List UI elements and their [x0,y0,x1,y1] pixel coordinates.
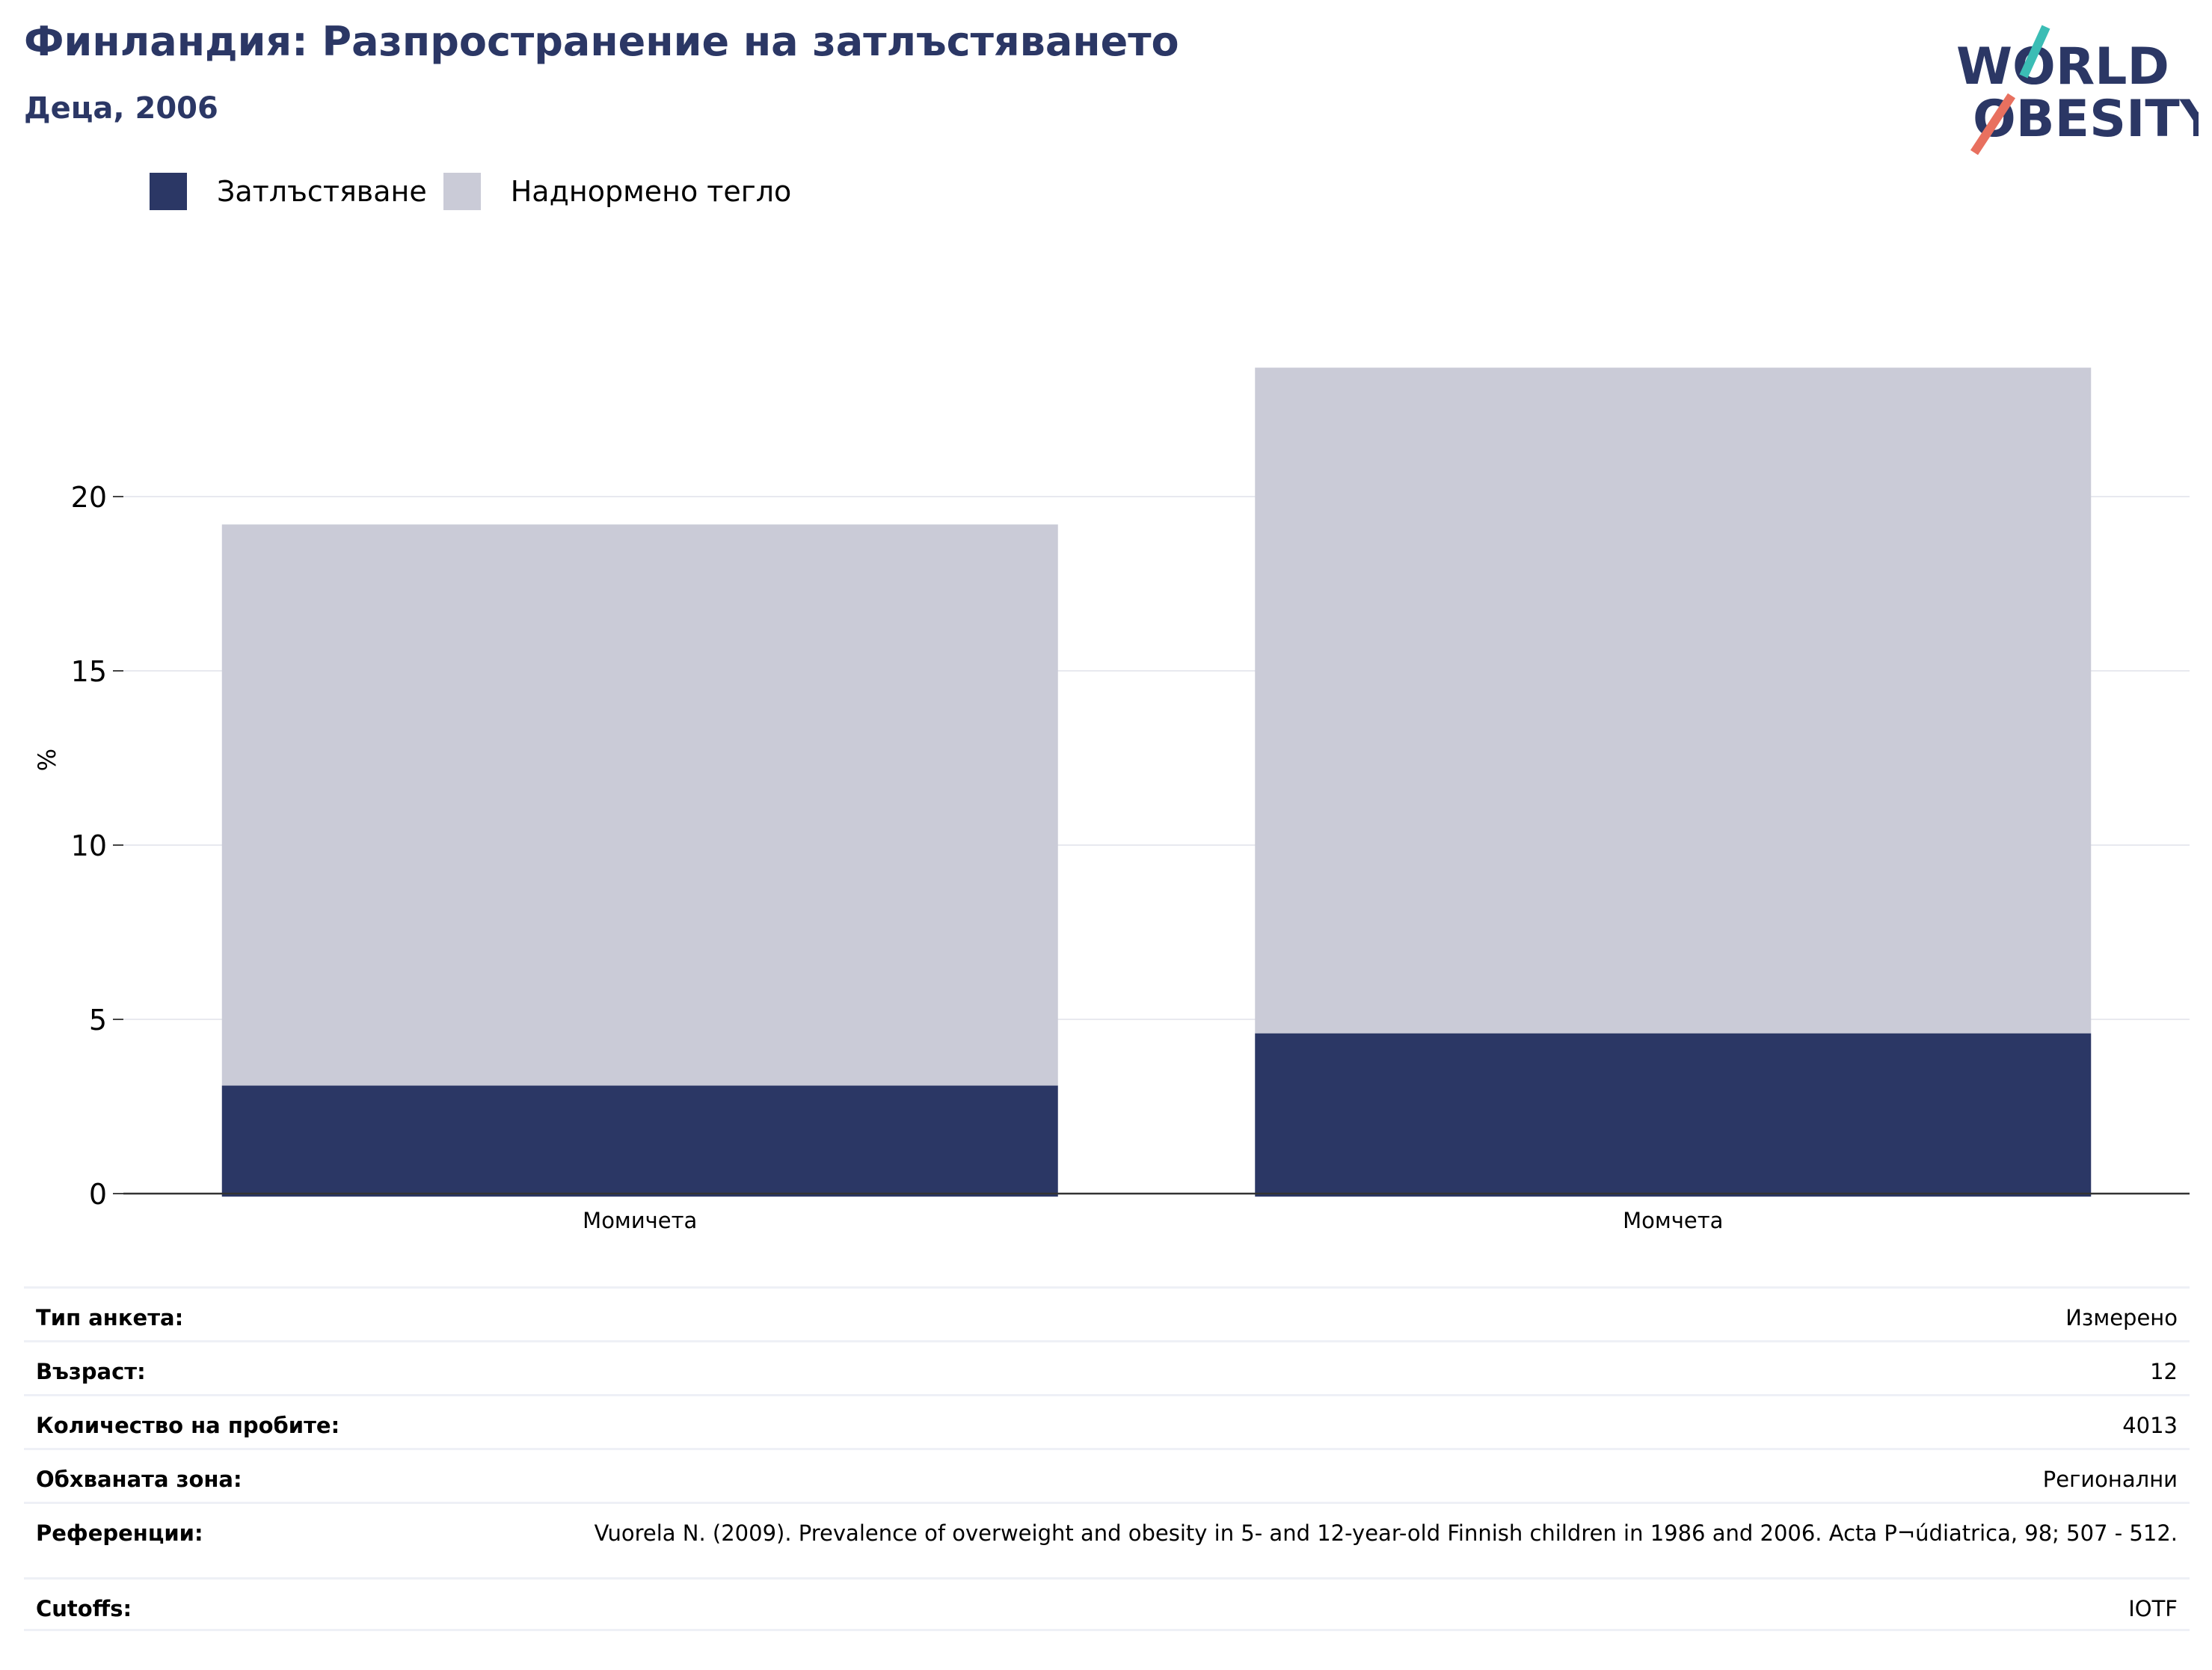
legend-swatch-obesity [150,173,187,210]
y-tick-label-5: 5 [89,1004,107,1037]
legend-label-overweight: Наднормено тегло [510,175,792,208]
legend-swatch-overweight [443,173,481,210]
y-axis-label: % [33,749,61,771]
info-value-area: Регионални [2042,1467,2178,1492]
legend-item-overweight: Наднормено тегло [443,173,792,210]
info-row-references: Референции: Vuorela N. (2009). Prevalenc… [24,1502,2190,1577]
info-value-age: 12 [2150,1359,2178,1384]
legend-label-obesity: Затлъстяване [217,175,427,208]
logo-red-slash [1970,93,2016,156]
survey-info-table: Тип анкета: Измерено Възраст: 12 Количес… [24,1286,2190,1631]
logo-teal-slash [2019,25,2050,79]
info-row-survey-type: Тип анкета: Измерено [24,1286,2190,1340]
x-tick-label-0: Момичета [583,1208,697,1233]
y-tick-label-15: 15 [71,655,107,688]
legend-item-obesity: Затлъстяване [150,173,427,210]
info-label-area: Обхваната зона: [36,1467,242,1492]
logo-text-world: WORLD [1956,37,2169,96]
chart-subtitle: Деца, 2006 [24,91,218,126]
world-obesity-logo: WORLD OBESITY [1956,25,2199,156]
info-row-sample-size: Количество на пробите: 4013 [24,1394,2190,1448]
info-label-cutoffs: Cutoffs: [36,1596,132,1621]
info-row-age: Възраст: 12 [24,1340,2190,1394]
info-label-sample-size: Количество на пробите: [36,1413,340,1438]
info-row-area: Обхваната зона: Регионални [24,1448,2190,1502]
info-value-cutoffs: IOTF [2128,1596,2178,1621]
bar-overweight-1 [1255,367,2092,1034]
y-tick-label-10: 10 [71,829,107,862]
y-tick-label-20: 20 [71,481,107,514]
info-label-references: Референции: [36,1520,203,1546]
info-value-references: Vuorela N. (2009). Prevalence of overwei… [594,1520,2178,1546]
chart-legend: Затлъстяване Наднормено тегло [150,172,808,211]
info-label-survey-type: Тип анкета: [36,1305,184,1330]
info-value-sample-size: 4013 [2122,1413,2178,1438]
chart-title: Финландия: Разпространение на затлъстява… [24,18,1179,65]
bar-chart: 0 5 10 15 20% Момичета Момчета [33,367,2190,1233]
info-row-cutoffs: Cutoffs: IOTF [24,1577,2190,1631]
bar-overweight-0 [221,524,1058,1086]
x-tick-label-1: Момчета [1623,1208,1723,1233]
info-label-age: Възраст: [36,1359,146,1384]
info-value-survey-type: Измерено [2065,1305,2178,1330]
bar-obesity-1 [1255,1033,2092,1197]
y-tick-label-0: 0 [89,1178,107,1211]
bar-obesity-0 [221,1085,1058,1197]
